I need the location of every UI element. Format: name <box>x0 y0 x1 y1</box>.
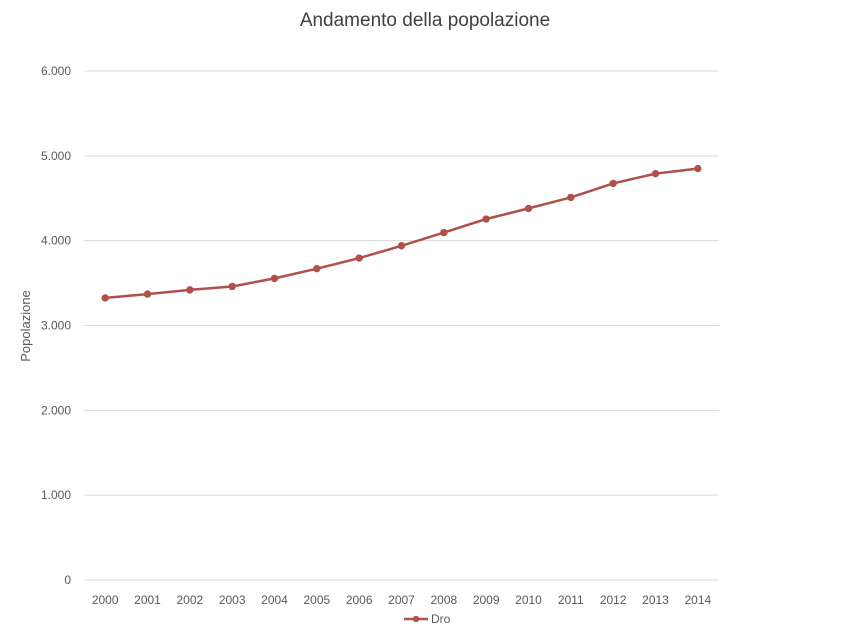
series <box>101 164 702 302</box>
data-point <box>524 204 533 213</box>
series-line <box>103 167 700 300</box>
legend: Dro <box>404 612 451 626</box>
gridlines <box>84 70 719 496</box>
data-point <box>228 282 236 291</box>
x-tick-label: 2010 <box>515 593 542 607</box>
data-point <box>440 228 448 237</box>
data-point <box>186 286 194 294</box>
data-point <box>609 179 617 188</box>
x-tick-label: 2006 <box>346 593 373 607</box>
x-tick-label: 2002 <box>176 593 203 607</box>
x-tick-label: 2009 <box>473 593 500 607</box>
data-point <box>313 264 321 273</box>
x-tick-label: 2014 <box>684 593 711 607</box>
legend-label: Dro <box>431 612 451 626</box>
data-point <box>143 290 152 298</box>
x-tick-label: 2001 <box>134 593 161 607</box>
data-point <box>567 193 575 202</box>
data-point <box>397 242 406 250</box>
data-point <box>694 164 702 173</box>
x-tick-label: 2008 <box>430 593 457 607</box>
y-tick-label: 1.000 <box>41 488 71 502</box>
data-point <box>270 274 279 283</box>
x-tick-label: 2005 <box>303 593 330 607</box>
y-tick-label: 3.000 <box>41 319 71 333</box>
x-tick-label: 2013 <box>642 593 669 607</box>
data-point <box>355 254 363 262</box>
chart-title: Andamento della popolazione <box>299 10 551 31</box>
y-tick-label: 0 <box>64 573 71 587</box>
x-tick-label: 2003 <box>219 593 246 607</box>
data-point <box>482 215 490 223</box>
x-tick-labels: 2000 2001 2002 2003 2004 2005 2006 2007 2008 2009… <box>92 593 712 607</box>
data-point <box>651 169 660 178</box>
y-tick-labels: 0 1.000 2.000 3.000 4.000 5.000 6.000 <box>41 64 71 587</box>
y-tick-label: 4.000 <box>41 234 71 248</box>
data-point <box>101 294 109 302</box>
y-axis-title: Popolazione <box>18 290 33 362</box>
x-tick-label: 2007 <box>388 593 415 607</box>
x-tick-label: 2011 <box>558 593 584 607</box>
x-tick-label: 2000 <box>92 593 119 607</box>
x-tick-label: 2012 <box>600 593 627 607</box>
y-tick-label: 6.000 <box>41 64 71 78</box>
legend-point-marker <box>412 615 420 623</box>
y-tick-label: 2.000 <box>41 403 71 417</box>
x-tick-label: 2004 <box>261 593 288 607</box>
y-tick-label: 5.000 <box>41 149 71 163</box>
